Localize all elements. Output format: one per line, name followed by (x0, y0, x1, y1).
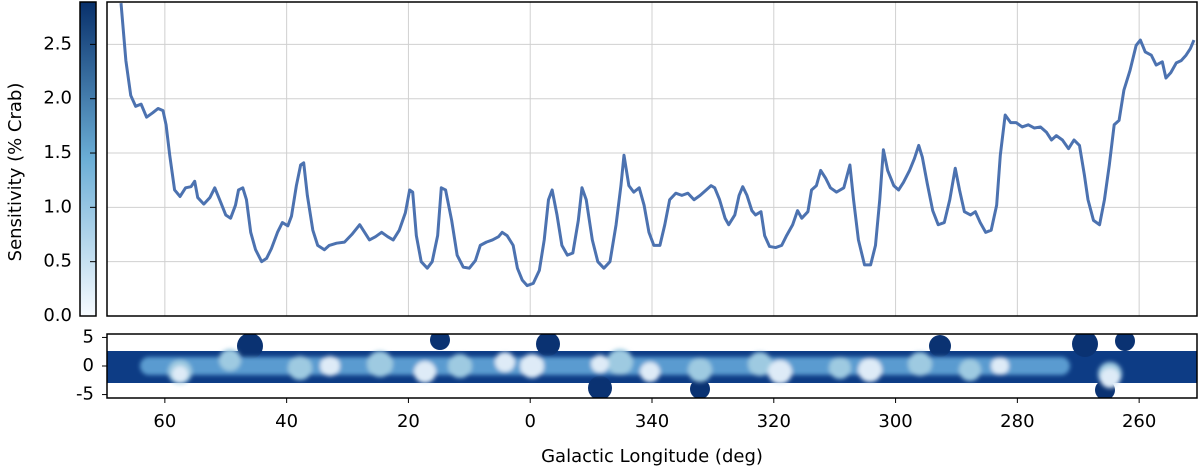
y-tick-label: 1.0 (43, 196, 72, 217)
sky-map (107, 334, 1197, 398)
x-tick-label: 60 (153, 411, 176, 432)
y-tick-label: 2.5 (43, 33, 72, 54)
y-tick-label: 5 (83, 326, 94, 347)
x-tick-label: 0 (524, 411, 535, 432)
y-tick-label: 0 (83, 355, 94, 376)
x-tick-label: 320 (757, 411, 791, 432)
y-tick-label: 0.0 (43, 305, 72, 326)
plot-frame (106, 1, 1198, 317)
x-tick-label: 40 (275, 411, 298, 432)
x-axis-label: Galactic Longitude (deg) (541, 446, 763, 467)
sensitivity-line (119, 2, 1196, 288)
y-tick-label: -5 (76, 384, 94, 405)
sky-blobs-dark (237, 334, 1135, 398)
y-tick-label: 2.0 (43, 88, 72, 109)
x-tick-label: 340 (635, 411, 669, 432)
y-axis-label: Sensitivity (% Crab) (5, 83, 26, 262)
sky-map-panel: 5 0 -5 60 40 20 0 340 320 300 280 260 Galactic Longi… (76, 326, 1198, 467)
x-tick-label: 260 (1122, 411, 1156, 432)
sensitivity-panel: 0.0 0.5 1.0 1.5 2.0 2.5 Sensitivity (% Crab) (5, 1, 1198, 326)
sky-blobs (140, 349, 1122, 388)
x-tick-label: 280 (1000, 411, 1034, 432)
plot-area (119, 2, 1196, 288)
x-tick-label: 300 (878, 411, 912, 432)
colorbar (79, 1, 97, 317)
x-tick-label: 20 (397, 411, 420, 432)
y-tick-label: 0.5 (43, 251, 72, 272)
y-tick-label: 1.5 (43, 142, 72, 163)
